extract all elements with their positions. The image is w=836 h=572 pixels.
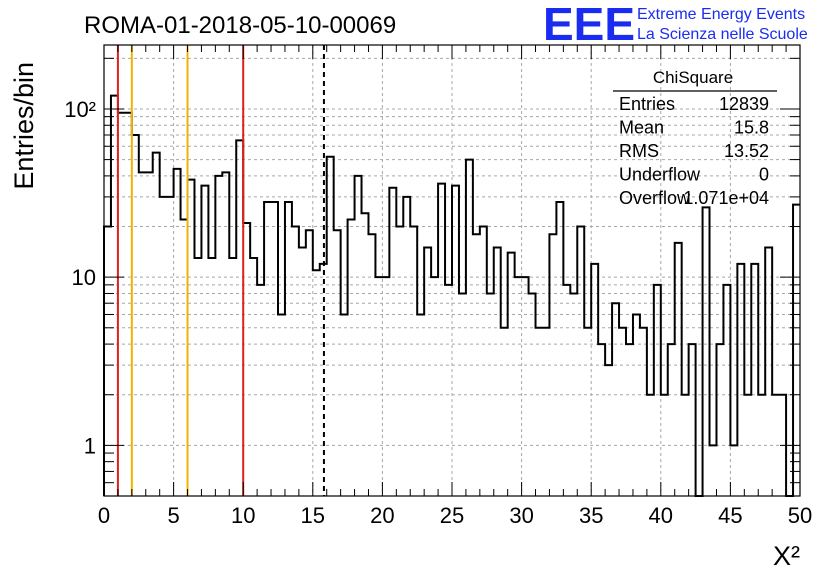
org-name: Extreme Energy Events [637, 6, 805, 23]
y-tick-label: 1 [84, 433, 96, 458]
x-tick-label: 15 [301, 503, 325, 528]
stats-label: Entries [619, 94, 675, 114]
stats-label: Overflow [619, 188, 691, 208]
x-tick-label: 35 [579, 503, 603, 528]
stats-label: Underflow [619, 165, 701, 185]
x-tick-label: 30 [509, 503, 533, 528]
axis-ticks: 0 5 10 15 20 25 30 35 40 45 50 1 10 10² [64, 45, 812, 528]
y-tick-label: 10² [64, 97, 96, 122]
stats-title: ChiSquare [653, 68, 733, 87]
histogram-series [103, 94, 800, 497]
eee-logo: EEE [543, 0, 635, 50]
x-tick-label: 45 [718, 503, 742, 528]
x-tick-label: 20 [370, 503, 394, 528]
x-axis-title: X² [773, 541, 800, 571]
stats-value: 15.8 [734, 118, 769, 138]
stats-value: 0 [759, 165, 769, 185]
x-tick-label: 10 [231, 503, 255, 528]
grid-lines [104, 45, 800, 496]
org-subtitle: La Scienza nelle Scuole [637, 26, 808, 43]
x-tick-label: 50 [788, 503, 812, 528]
stats-box: ChiSquare Entries 12839 Mean 15.8 RMS 13.52 Un… [613, 68, 777, 208]
run-title: ROMA-01-2018-05-10-00069 [84, 12, 396, 39]
stats-label: Mean [619, 118, 664, 138]
y-axis-title: Entries/bin [9, 62, 39, 190]
x-tick-label: 0 [98, 503, 110, 528]
stats-value: 1.071e+04 [683, 188, 769, 208]
stats-label: RMS [619, 141, 659, 161]
x-tick-label: 5 [167, 503, 179, 528]
x-tick-label: 25 [440, 503, 464, 528]
histogram-step-line [103, 94, 800, 497]
stats-value: 12839 [719, 94, 769, 114]
x-tick-label: 40 [649, 503, 673, 528]
stats-value: 13.52 [724, 141, 769, 161]
y-tick-label: 10 [72, 265, 96, 290]
threshold-lines [116, 45, 325, 496]
